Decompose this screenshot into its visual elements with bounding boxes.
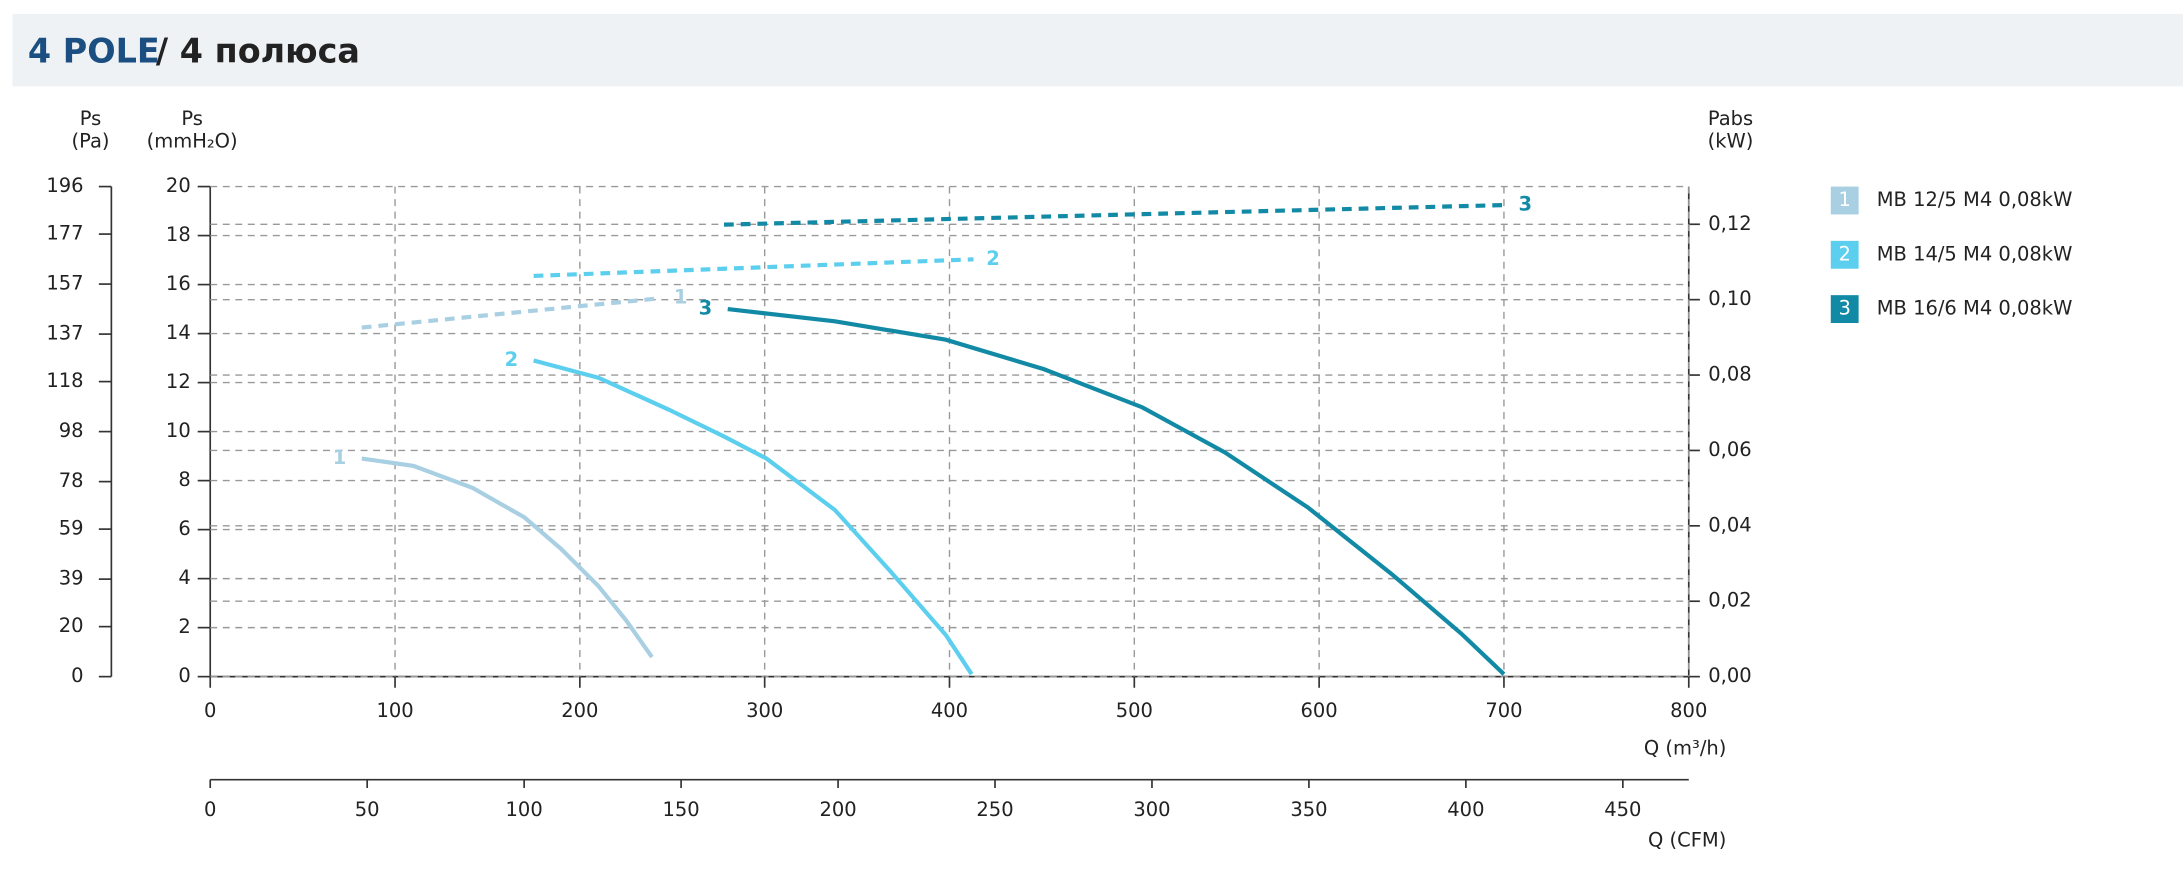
pa-tick-label: 59: [59, 517, 84, 540]
y2-tick-label: 0,06: [1708, 438, 1751, 461]
cfm-axis-title: Q (CFM): [1648, 828, 1726, 851]
legend-label: MB 14/5 M4 0,08kW: [1877, 242, 2073, 265]
legend-swatch: [1830, 240, 1859, 269]
y-tick-label: 18: [166, 223, 191, 246]
legend-label: MB 16/6 M4 0,08kW: [1877, 297, 2073, 320]
pa-tick-label: 78: [59, 469, 84, 492]
cfm-tick-label: 300: [1133, 798, 1170, 821]
cfm-tick-label: 100: [506, 798, 543, 821]
pressure-curve: [727, 307, 1506, 676]
y-tick-label: 6: [178, 517, 190, 540]
cfm-tick-label: 350: [1290, 798, 1327, 821]
pa-tick-label: 118: [46, 369, 83, 392]
y-tick-label: 20: [166, 174, 191, 197]
y-tick-label: 4: [178, 566, 190, 589]
y2-tick-label: 0,00: [1708, 664, 1751, 687]
y2-tick-label: 0,08: [1708, 363, 1751, 386]
power-curve: [723, 202, 1506, 227]
curve-label: 2: [505, 348, 519, 371]
cfm-tick-label: 0: [204, 798, 216, 821]
legend-swatch: [1830, 295, 1859, 324]
x-tick-label: 200: [561, 699, 598, 722]
header-title: 4 POLE: [28, 31, 160, 70]
y2-tick-label: 0,02: [1708, 589, 1751, 612]
power-curve: [533, 257, 974, 279]
cfm-tick-label: 50: [355, 798, 380, 821]
y-tick-label: 14: [166, 321, 191, 344]
curve-label: 2: [986, 247, 1000, 270]
curve-label: 3: [699, 297, 713, 320]
y-tick-label: 12: [166, 370, 191, 393]
y-tick-label: 0: [178, 664, 190, 687]
pa-tick-label: 98: [59, 419, 84, 442]
pressure-curve: [533, 358, 974, 676]
cfm-tick-label: 150: [662, 798, 699, 821]
cfm-tick-label: 400: [1447, 798, 1484, 821]
legend-number: 1: [1838, 188, 1850, 211]
x-tick-label: 100: [376, 699, 413, 722]
header-subtitle: / 4 полюса: [156, 31, 360, 70]
curve-label: 1: [333, 446, 347, 469]
y2-tick-label: 0,10: [1708, 287, 1751, 310]
pa-tick-label: 39: [59, 567, 84, 590]
cfm-tick-label: 450: [1604, 798, 1641, 821]
x-tick-label: 600: [1301, 699, 1338, 722]
y-tick-label: 16: [166, 272, 191, 295]
cfm-tick-label: 250: [976, 798, 1013, 821]
axis-unit: (mmH₂O): [147, 130, 238, 153]
power-curve: [361, 296, 662, 330]
cfm-tick-label: 200: [819, 798, 856, 821]
pa-tick-label: 177: [46, 222, 83, 245]
axis-title: Ps: [181, 107, 203, 130]
curve-label: 1: [674, 286, 688, 309]
x-tick-label: 800: [1670, 699, 1707, 722]
x-tick-label: 700: [1485, 699, 1522, 722]
x-tick-label: 500: [1116, 699, 1153, 722]
legend-number: 2: [1838, 242, 1850, 265]
axis-title: Ps: [80, 107, 102, 130]
curve-label: 3: [1519, 193, 1533, 216]
axis-unit: (kW): [1708, 130, 1754, 153]
y2-tick-label: 0,12: [1708, 212, 1751, 235]
pa-tick-label: 0: [71, 664, 83, 687]
y-tick-label: 10: [166, 419, 191, 442]
y2-tick-label: 0,04: [1708, 513, 1751, 536]
legend-number: 3: [1838, 297, 1850, 320]
pa-tick-label: 157: [46, 272, 83, 295]
y-tick-label: 8: [178, 468, 190, 491]
x-tick-label: 400: [931, 699, 968, 722]
x-tick-label: 300: [746, 699, 783, 722]
axis-title: Pabs: [1708, 107, 1753, 130]
x-tick-label: 0: [204, 699, 216, 722]
legend-label: MB 12/5 M4 0,08kW: [1877, 188, 2073, 211]
pa-tick-label: 137: [46, 322, 83, 345]
pa-tick-label: 196: [46, 174, 83, 197]
pressure-curve: [361, 456, 654, 659]
y-tick-label: 2: [178, 615, 190, 638]
x-axis-title: Q (m³/h): [1644, 737, 1726, 760]
header-bar: [12, 13, 2183, 87]
axis-unit: (Pa): [71, 130, 109, 153]
pa-tick-label: 20: [59, 614, 84, 637]
legend-swatch: [1830, 186, 1859, 215]
